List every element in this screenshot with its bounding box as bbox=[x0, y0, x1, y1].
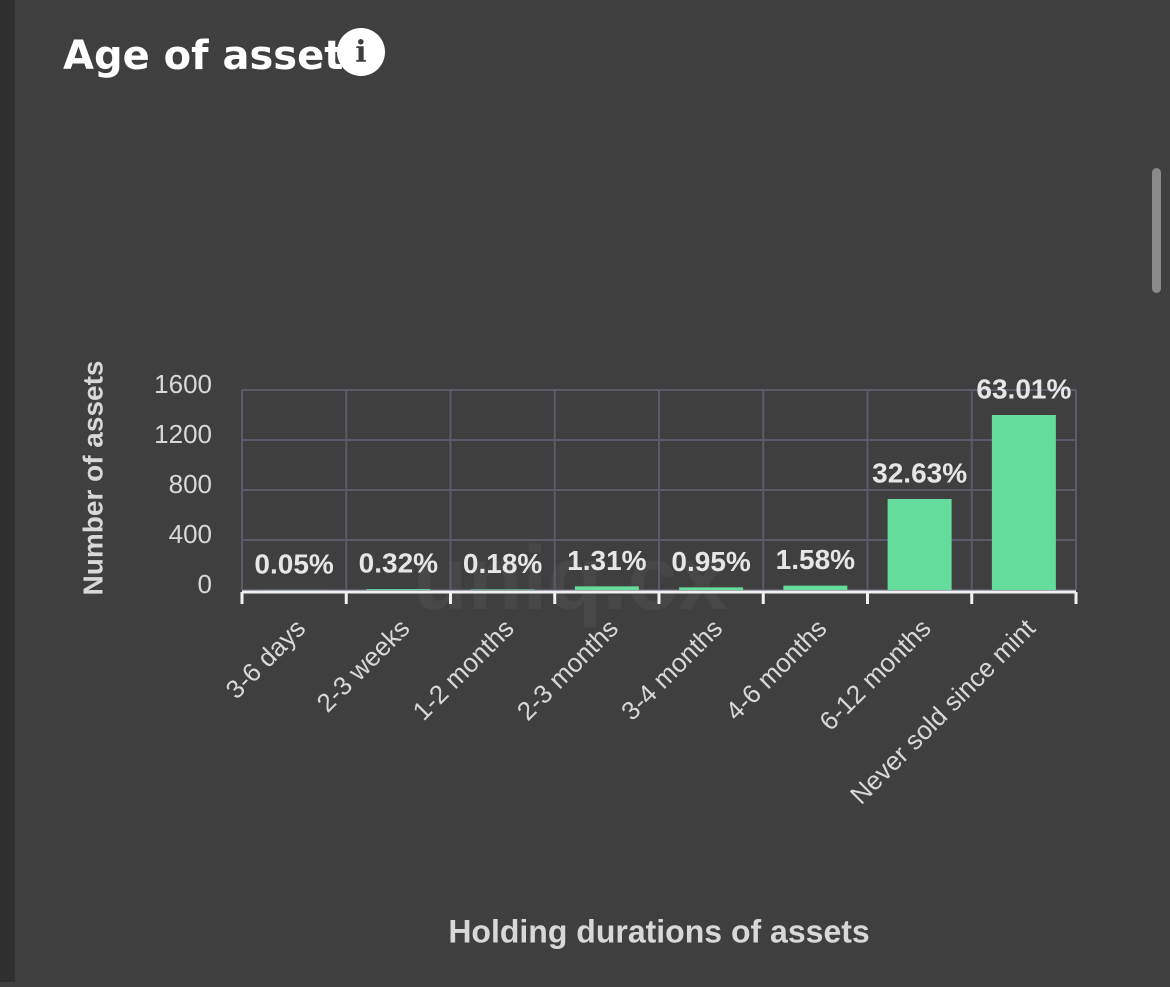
info-icon-glyph[interactable]: i bbox=[355, 35, 366, 70]
y-tick-label: 1200 bbox=[154, 419, 212, 449]
bar bbox=[992, 415, 1056, 590]
y-axis-title: Number of assets bbox=[77, 361, 108, 596]
data-label: 0.95% bbox=[671, 546, 750, 577]
y-tick-label: 800 bbox=[169, 469, 212, 499]
bar bbox=[888, 499, 952, 590]
y-tick-label: 1600 bbox=[154, 369, 212, 399]
scrollbar[interactable] bbox=[1152, 168, 1161, 293]
bar bbox=[575, 586, 639, 590]
bar bbox=[471, 590, 535, 591]
y-tick-label: 400 bbox=[169, 519, 212, 549]
y-tick-label: 0 bbox=[198, 569, 212, 599]
bar bbox=[783, 586, 847, 590]
data-label: 1.31% bbox=[567, 545, 646, 576]
data-label: 1.58% bbox=[776, 544, 855, 575]
bar bbox=[366, 589, 430, 590]
data-label: 0.18% bbox=[463, 548, 542, 579]
data-label: 0.32% bbox=[359, 548, 438, 579]
left-edge bbox=[0, 0, 15, 982]
data-label: 0.05% bbox=[254, 548, 333, 579]
panel-title: Age of assets bbox=[63, 33, 367, 79]
data-label: 32.63% bbox=[872, 457, 967, 488]
data-label: 63.01% bbox=[976, 373, 1071, 404]
bar bbox=[679, 587, 743, 590]
x-axis-title: Holding durations of assets bbox=[448, 913, 869, 949]
